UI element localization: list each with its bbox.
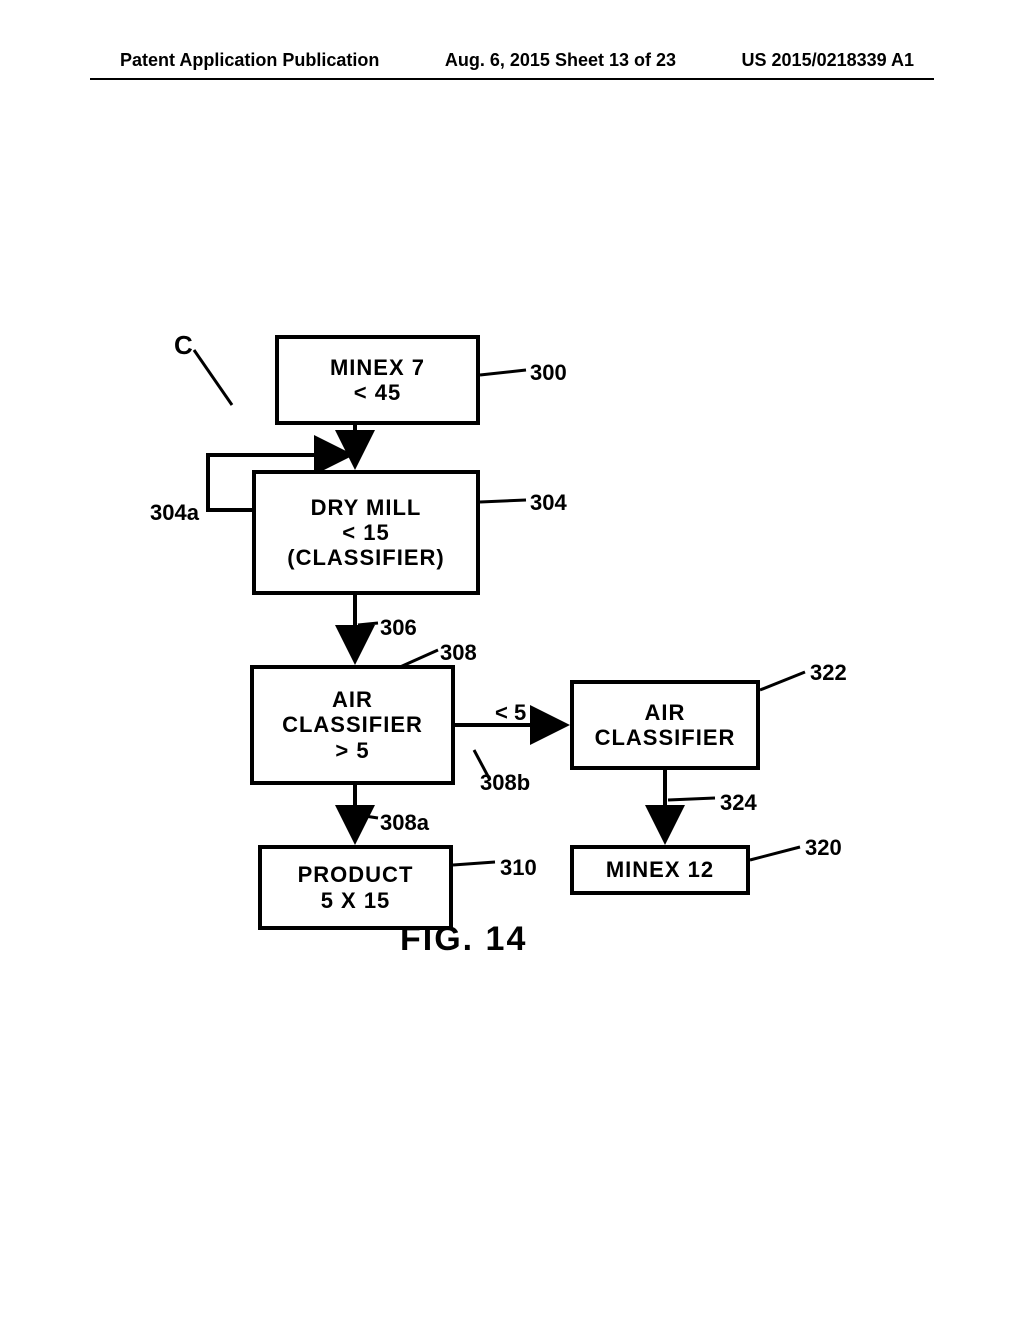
label-C: C [174, 330, 193, 361]
308a-leader [358, 815, 378, 818]
box-drymill-line-0: DRY MILL [311, 495, 422, 520]
label-306: 306 [380, 615, 417, 641]
box-airclass2: AIRCLASSIFIER [570, 680, 760, 770]
box-minex12: MINEX 12 [570, 845, 750, 895]
box-drymill-line-2: (CLASSIFIER) [287, 545, 444, 570]
label-322: 322 [810, 660, 847, 686]
flowchart: MINEX 7< 45DRY MILL< 15(CLASSIFIER)AIRCL… [0, 0, 1024, 1320]
box-airclass1: AIRCLASSIFIER> 5 [250, 665, 455, 785]
box-airclass1-line-1: CLASSIFIER [282, 712, 423, 737]
box-minex7-line-1: < 45 [354, 380, 401, 405]
300-leader [480, 370, 526, 375]
label-324: 324 [720, 790, 757, 816]
label-310: 310 [500, 855, 537, 881]
324-leader [668, 798, 715, 800]
c-leader [194, 350, 232, 405]
310-leader [453, 862, 495, 865]
320-leader [750, 847, 800, 860]
box-airclass2-line-1: CLASSIFIER [595, 725, 736, 750]
figure-caption: FIG. 14 [400, 920, 527, 959]
box-airclass2-line-0: AIR [645, 700, 686, 725]
label-304: 304 [530, 490, 567, 516]
connections-svg [0, 0, 1024, 1320]
label-304a: 304a [150, 500, 199, 526]
box-product-line-1: 5 X 15 [321, 888, 391, 913]
box-drymill-line-1: < 15 [342, 520, 389, 545]
box-minex7: MINEX 7< 45 [275, 335, 480, 425]
label-lt5: < 5 [495, 700, 526, 726]
306-leader [358, 623, 378, 625]
box-airclass1-line-0: AIR [332, 687, 373, 712]
page-root: Patent Application Publication Aug. 6, 2… [0, 0, 1024, 1320]
label-308a: 308a [380, 810, 429, 836]
label-308: 308 [440, 640, 477, 666]
box-product: PRODUCT5 X 15 [258, 845, 453, 930]
box-minex12-line-0: MINEX 12 [606, 857, 714, 882]
322-leader [760, 672, 805, 690]
box-drymill: DRY MILL< 15(CLASSIFIER) [252, 470, 480, 595]
box-minex7-line-0: MINEX 7 [330, 355, 425, 380]
box-airclass1-line-2: > 5 [335, 738, 369, 763]
box-product-line-0: PRODUCT [298, 862, 414, 887]
label-300: 300 [530, 360, 567, 386]
label-308b: 308b [480, 770, 530, 796]
label-320: 320 [805, 835, 842, 861]
304-leader [480, 500, 526, 502]
